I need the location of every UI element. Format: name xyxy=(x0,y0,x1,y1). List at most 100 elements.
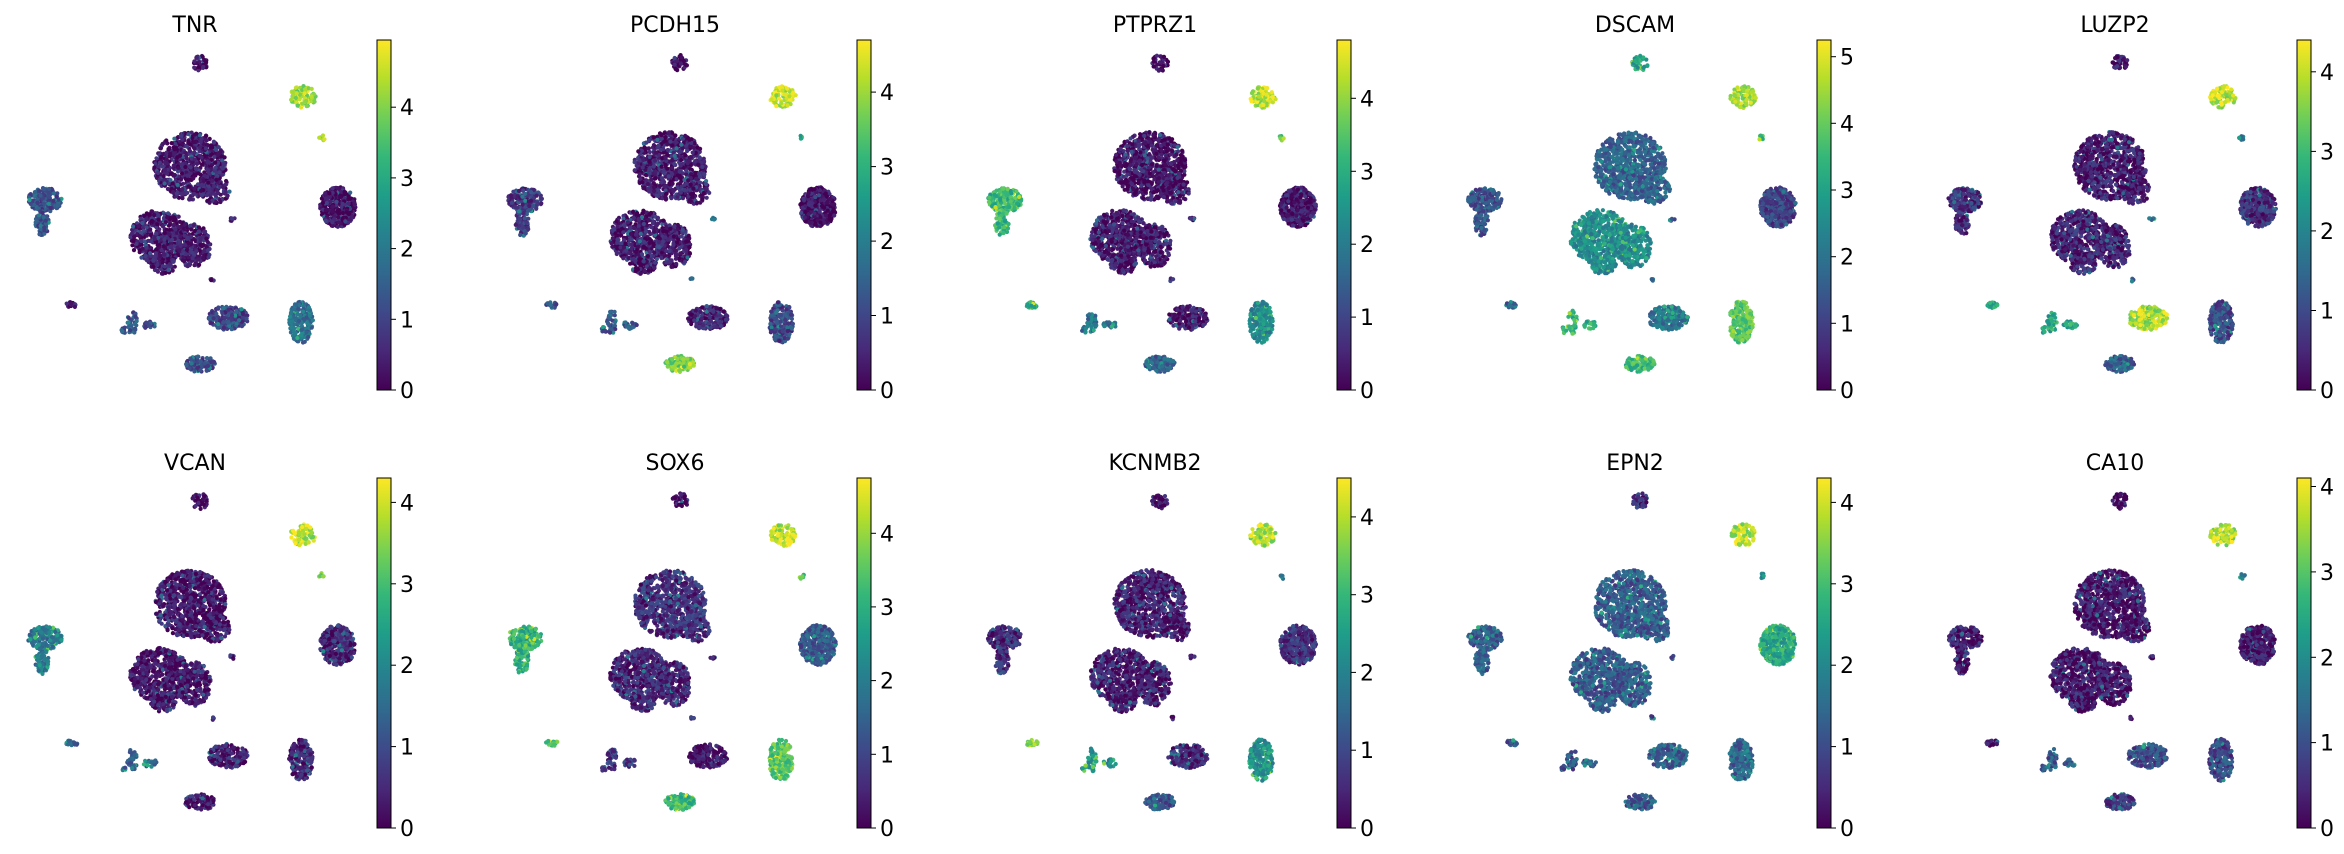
cell-point xyxy=(225,194,229,198)
cell-point xyxy=(44,219,48,223)
cell-point xyxy=(305,104,309,108)
cell-point xyxy=(317,136,321,140)
cell-point xyxy=(186,132,190,136)
cell-point xyxy=(331,204,335,208)
cell-point xyxy=(214,178,218,182)
cell-point xyxy=(37,189,41,193)
cell-point xyxy=(193,157,197,161)
cell-point xyxy=(337,220,341,224)
cell-point xyxy=(199,189,203,193)
cell-point xyxy=(212,155,216,159)
cell-point xyxy=(224,190,228,194)
cell-point xyxy=(218,200,222,204)
cell-point xyxy=(206,159,210,163)
cell-point xyxy=(165,161,169,165)
cell-point xyxy=(206,181,210,185)
cell-point xyxy=(27,198,31,202)
cell-point xyxy=(167,147,171,151)
cell-point xyxy=(341,202,345,206)
cell-point xyxy=(192,150,196,154)
cell-point xyxy=(42,187,46,191)
cell-point xyxy=(309,94,313,98)
cell-point xyxy=(223,155,227,159)
cell-point xyxy=(187,184,191,188)
cell-point xyxy=(217,152,221,156)
cell-point xyxy=(159,155,163,159)
cell-point xyxy=(331,186,335,190)
cell-point xyxy=(38,194,42,198)
cell-point xyxy=(47,187,51,191)
cell-point xyxy=(343,219,347,223)
cell-point xyxy=(303,91,307,95)
cell-point xyxy=(192,146,196,150)
cell-point xyxy=(185,145,189,149)
cell-point xyxy=(338,195,342,199)
cell-point xyxy=(56,204,60,208)
cell-point xyxy=(206,168,210,172)
cell-point xyxy=(336,215,340,219)
cell-point xyxy=(170,141,174,145)
cell-point xyxy=(161,142,165,146)
cell-point xyxy=(172,147,176,151)
cell-point xyxy=(175,183,179,187)
cell-point xyxy=(327,191,331,195)
cell-point xyxy=(168,152,172,156)
cell-point xyxy=(212,184,216,188)
cell-point xyxy=(347,201,351,205)
cell-point xyxy=(218,170,222,174)
cell-point xyxy=(159,146,163,150)
cell-point xyxy=(179,178,183,182)
cell-point xyxy=(313,100,317,104)
cell-point xyxy=(198,145,202,149)
cell-point xyxy=(39,224,43,228)
panel-title: TNR xyxy=(171,13,217,38)
cell-point xyxy=(192,59,196,63)
cell-point xyxy=(171,190,175,194)
cluster-left xyxy=(27,186,64,213)
cell-point xyxy=(47,195,51,199)
cell-point xyxy=(188,149,192,153)
cell-point xyxy=(185,174,189,178)
cell-point xyxy=(330,210,334,214)
cell-point xyxy=(163,168,167,172)
cell-point xyxy=(227,190,231,194)
cell-point xyxy=(204,134,208,138)
cell-point xyxy=(35,201,39,205)
cell-point xyxy=(224,183,228,187)
cell-point xyxy=(296,104,300,108)
cell-point xyxy=(165,172,169,176)
cell-point xyxy=(200,183,204,187)
cell-point xyxy=(295,91,299,95)
cell-point xyxy=(341,211,345,215)
scatter-points xyxy=(27,54,358,374)
cell-point xyxy=(180,137,184,141)
cell-point xyxy=(222,163,226,167)
cell-point xyxy=(204,138,208,142)
panels-container: TNR01234PCDH1501234PTPRZ101234DSCAM01234… xyxy=(26,13,2334,842)
cluster-left xyxy=(34,209,51,237)
cell-point xyxy=(42,226,46,230)
cell-point xyxy=(189,165,193,169)
cell-point xyxy=(201,179,205,183)
cell-point xyxy=(49,206,53,210)
cell-point xyxy=(337,208,341,212)
cell-point xyxy=(348,191,352,195)
cell-point xyxy=(160,164,164,168)
cell-point xyxy=(158,161,162,165)
cell-point xyxy=(176,166,180,170)
cell-point xyxy=(201,65,205,69)
cell-point xyxy=(179,162,183,166)
cell-point xyxy=(41,211,45,215)
cell-point xyxy=(180,134,184,138)
cell-point xyxy=(208,201,212,205)
cell-point xyxy=(46,191,50,195)
cell-point xyxy=(192,66,196,70)
cell-point xyxy=(210,179,214,183)
cell-point xyxy=(210,145,214,149)
cell-point xyxy=(324,219,328,223)
cell-point xyxy=(54,195,58,199)
cell-point xyxy=(195,55,199,59)
cell-point xyxy=(303,87,307,91)
cell-point xyxy=(321,133,325,137)
cell-point xyxy=(328,195,332,199)
